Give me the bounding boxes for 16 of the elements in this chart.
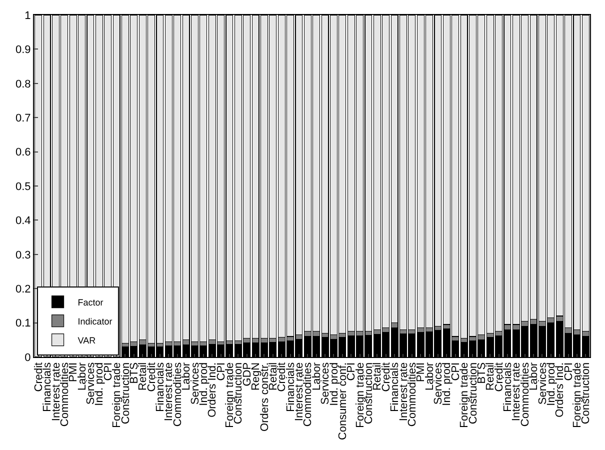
y-tick-label: 0.5: [16, 180, 31, 193]
y-tick-label: 1: [24, 10, 31, 22]
y-tick-label: 0.9: [16, 44, 31, 56]
y-tick-label: 0: [24, 352, 31, 364]
y-tick-label: 0.8: [16, 78, 31, 90]
x-tick-label: RegN: [250, 362, 262, 391]
y-tick-label: 0.1: [16, 318, 31, 330]
y-tick-label: 0.3: [16, 249, 31, 262]
x-tick-label: Ind. prod: [328, 362, 340, 406]
y-tick-label: 0.6: [16, 146, 31, 159]
y-tick-label: 0.4: [16, 215, 31, 228]
legend-label: Factor: [78, 297, 104, 308]
legend-label: VAR: [78, 335, 96, 346]
legend-label: Indicator: [78, 316, 112, 326]
y-tick-label: 0.2: [16, 283, 31, 296]
y-tick-label: 0.7: [16, 112, 31, 124]
